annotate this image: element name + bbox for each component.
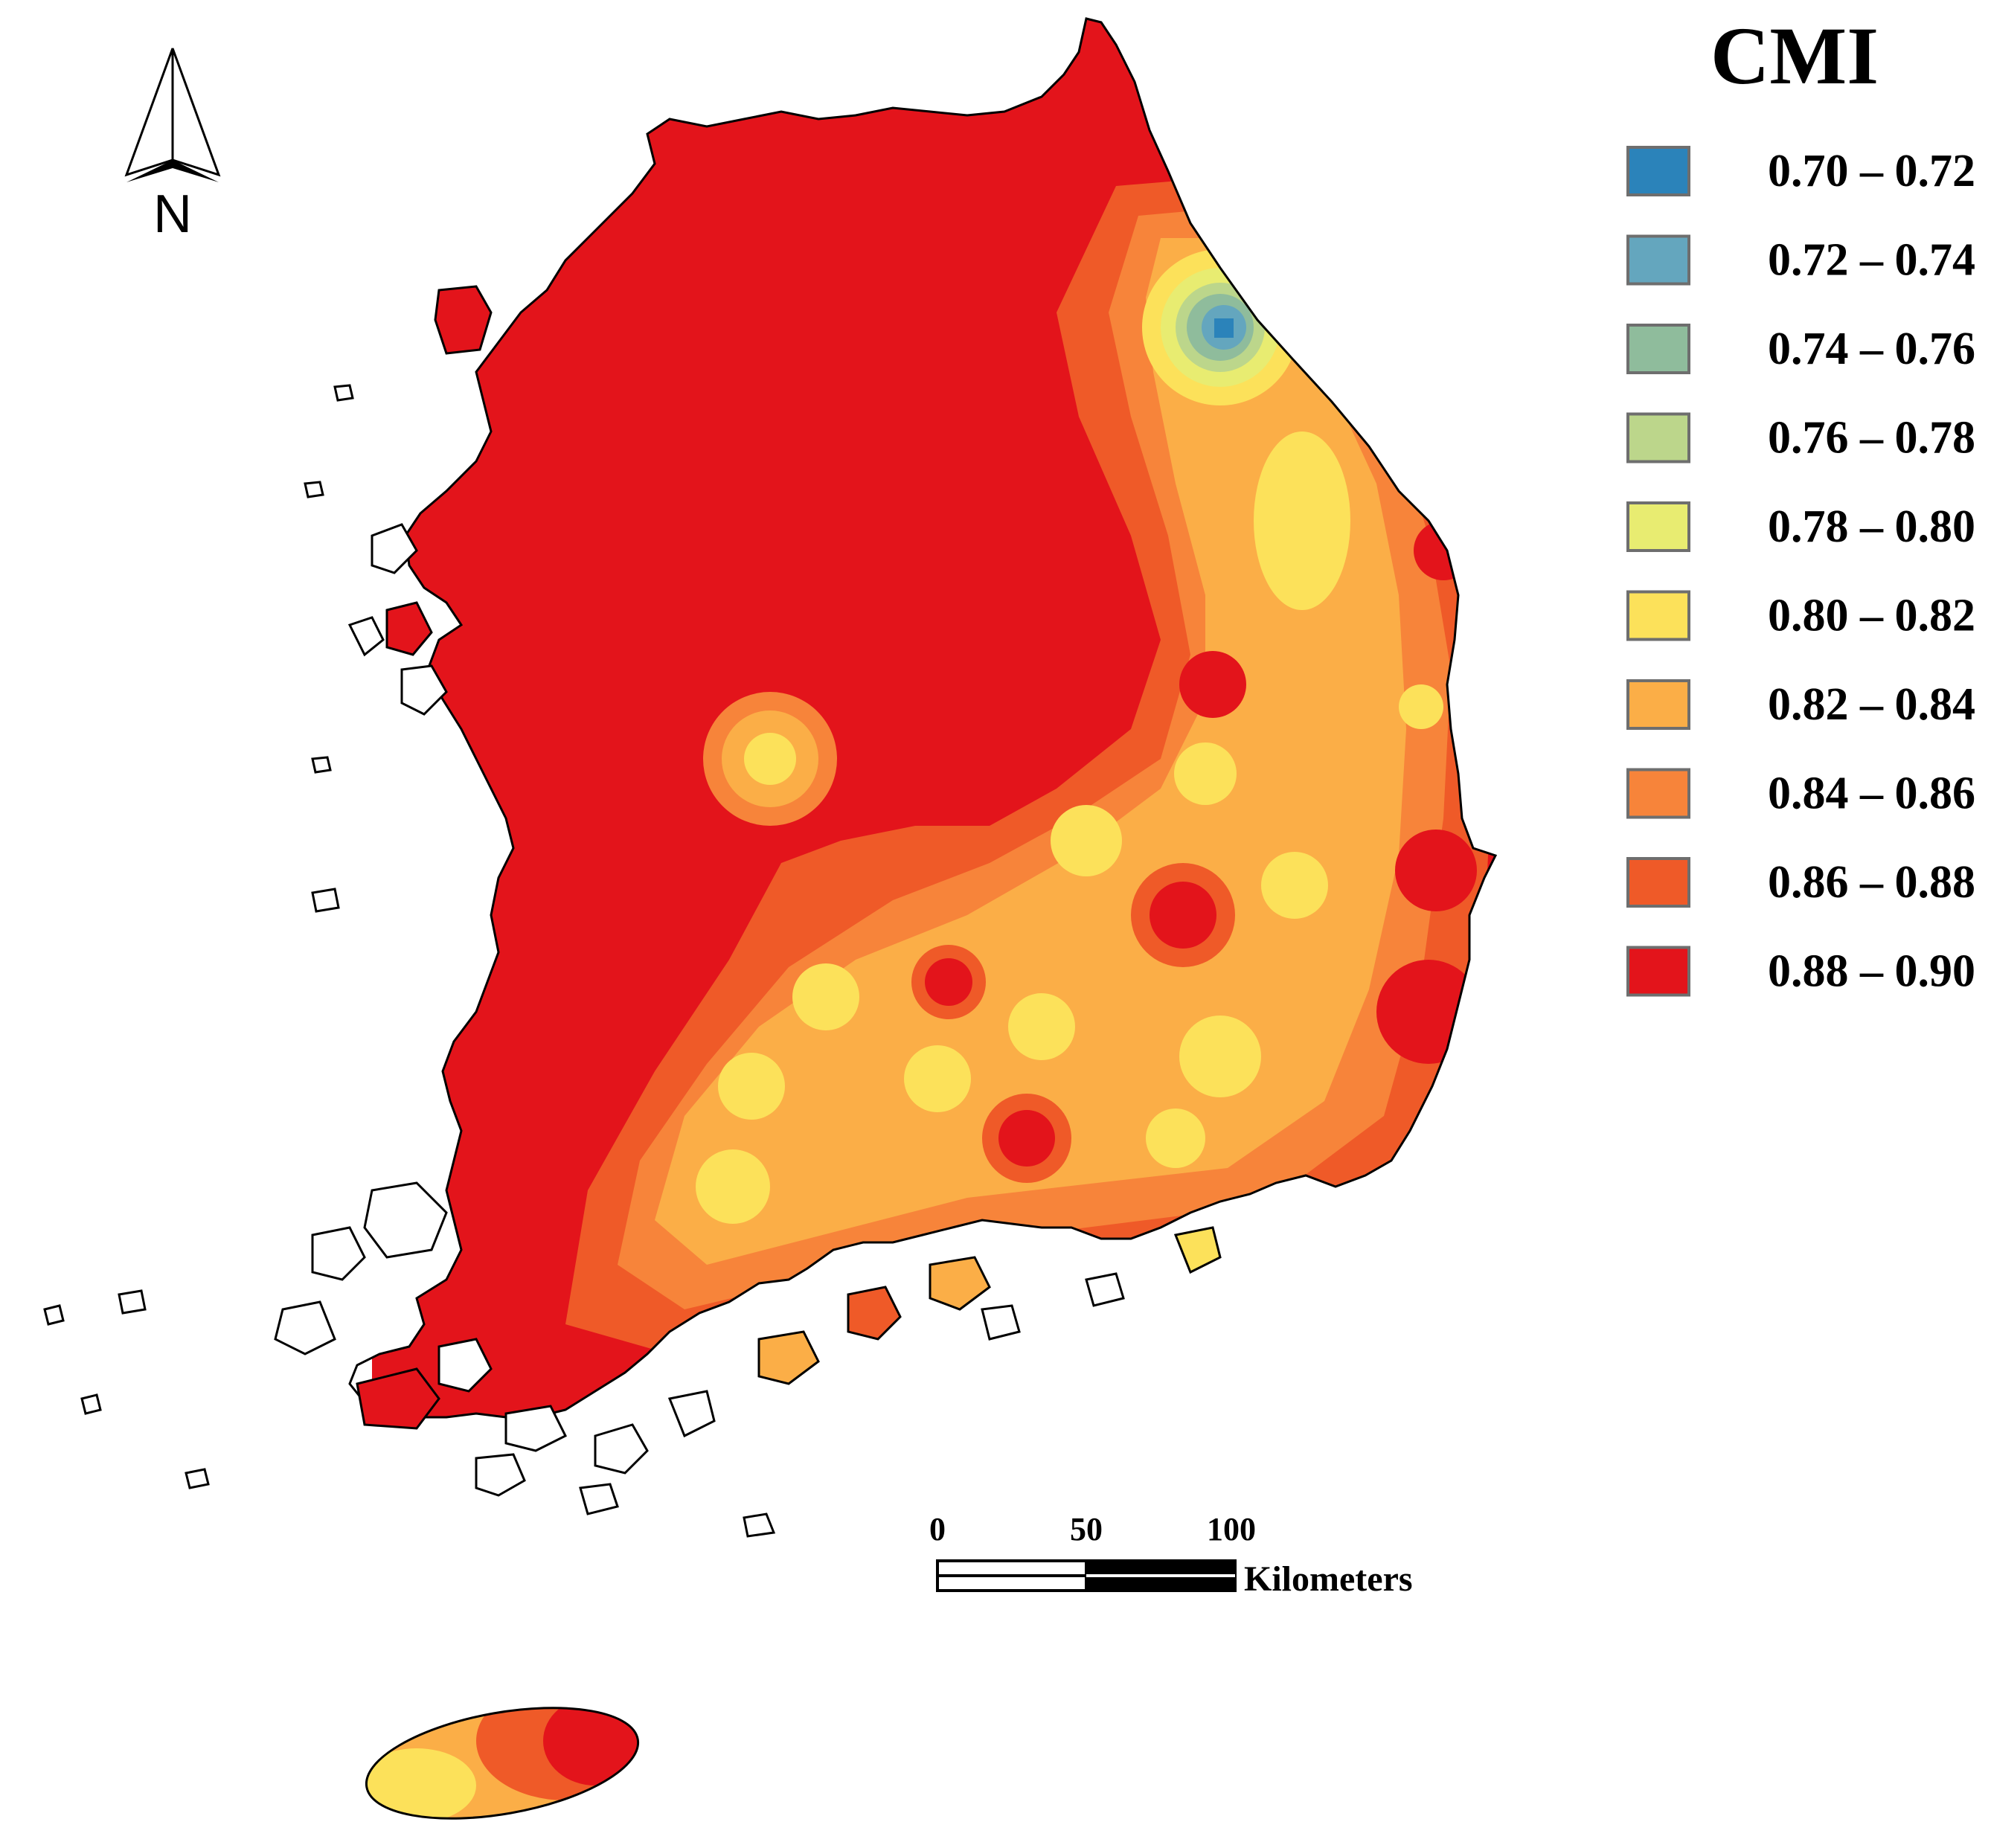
legend-title: CMI (1711, 10, 1879, 101)
legend-swatch (1626, 590, 1690, 641)
legend-swatch (1626, 857, 1690, 908)
spot-080-082-g (1179, 1016, 1261, 1097)
pocket-high-8 (1266, 277, 1308, 318)
min-core-070 (1214, 318, 1234, 338)
legend-label: 0.74 – 0.76 (1768, 324, 1975, 374)
pocket-high-3b (925, 958, 972, 1006)
spot-080-082-b (1174, 742, 1237, 805)
legend-label: 0.78 – 0.80 (1768, 501, 1975, 552)
legend-label: 0.76 – 0.78 (1768, 413, 1975, 463)
scale-unit: Kilometers (1244, 1559, 1413, 1599)
spot-080-082-h (718, 1053, 785, 1120)
scale-tick-100: 100 (1207, 1511, 1256, 1547)
legend-swatch (1626, 946, 1690, 997)
pocket-high-7 (1414, 521, 1473, 580)
jeju-raster (358, 1689, 647, 1830)
spot-080-082-a (1254, 431, 1350, 610)
scale-tick-50: 50 (1070, 1511, 1103, 1547)
scale-bar: 0 50 100 Kilometers (929, 1511, 1413, 1599)
spot-080-082-j (696, 1149, 770, 1224)
legend-swatch (1626, 324, 1690, 374)
legend: CMI 0.70 – 0.72 0.72 – 0.74 0.74 – 0.76 0.7… (1626, 10, 1975, 997)
legend-label: 0.86 – 0.88 (1768, 857, 1975, 908)
spot-080-082-i (904, 1045, 971, 1112)
spot-west-c (744, 733, 796, 785)
legend-swatch (1626, 501, 1690, 552)
north-arrow-base (126, 160, 219, 182)
spot-080-082-l (1399, 684, 1443, 729)
legend-label: 0.84 – 0.86 (1768, 769, 1975, 819)
pocket-high-4b (998, 1110, 1055, 1167)
legend-label: 0.88 – 0.90 (1768, 946, 1975, 997)
north-arrow-right-half (171, 48, 221, 177)
pocket-high-1 (1179, 651, 1246, 718)
legend-label: 0.82 – 0.84 (1768, 679, 1975, 730)
north-arrow-left-half (124, 48, 174, 177)
spot-080-082-c (1051, 805, 1122, 876)
legend-swatch (1626, 412, 1690, 463)
legend-swatch (1626, 679, 1690, 730)
spot-080-082-e (792, 963, 859, 1030)
legend-swatch (1626, 234, 1690, 286)
legend-swatch (1626, 146, 1690, 196)
north-arrow: N (124, 48, 221, 244)
scale-tick-0: 0 (929, 1511, 946, 1547)
spot-080-082-f (1008, 993, 1075, 1060)
legend-swatch (1626, 768, 1690, 819)
north-letter: N (153, 185, 192, 244)
jeju-outline (365, 1707, 640, 1820)
pocket-high-2b (1150, 882, 1216, 949)
legend-label: 0.72 – 0.74 (1768, 235, 1975, 286)
spot-080-082-k (1146, 1109, 1205, 1168)
legend-label: 0.70 – 0.72 (1768, 146, 1975, 196)
legend-label: 0.80 – 0.82 (1768, 591, 1975, 641)
pocket-high-6 (1395, 830, 1477, 911)
spot-080-082-d (1261, 852, 1328, 919)
islands (43, 285, 1222, 1538)
